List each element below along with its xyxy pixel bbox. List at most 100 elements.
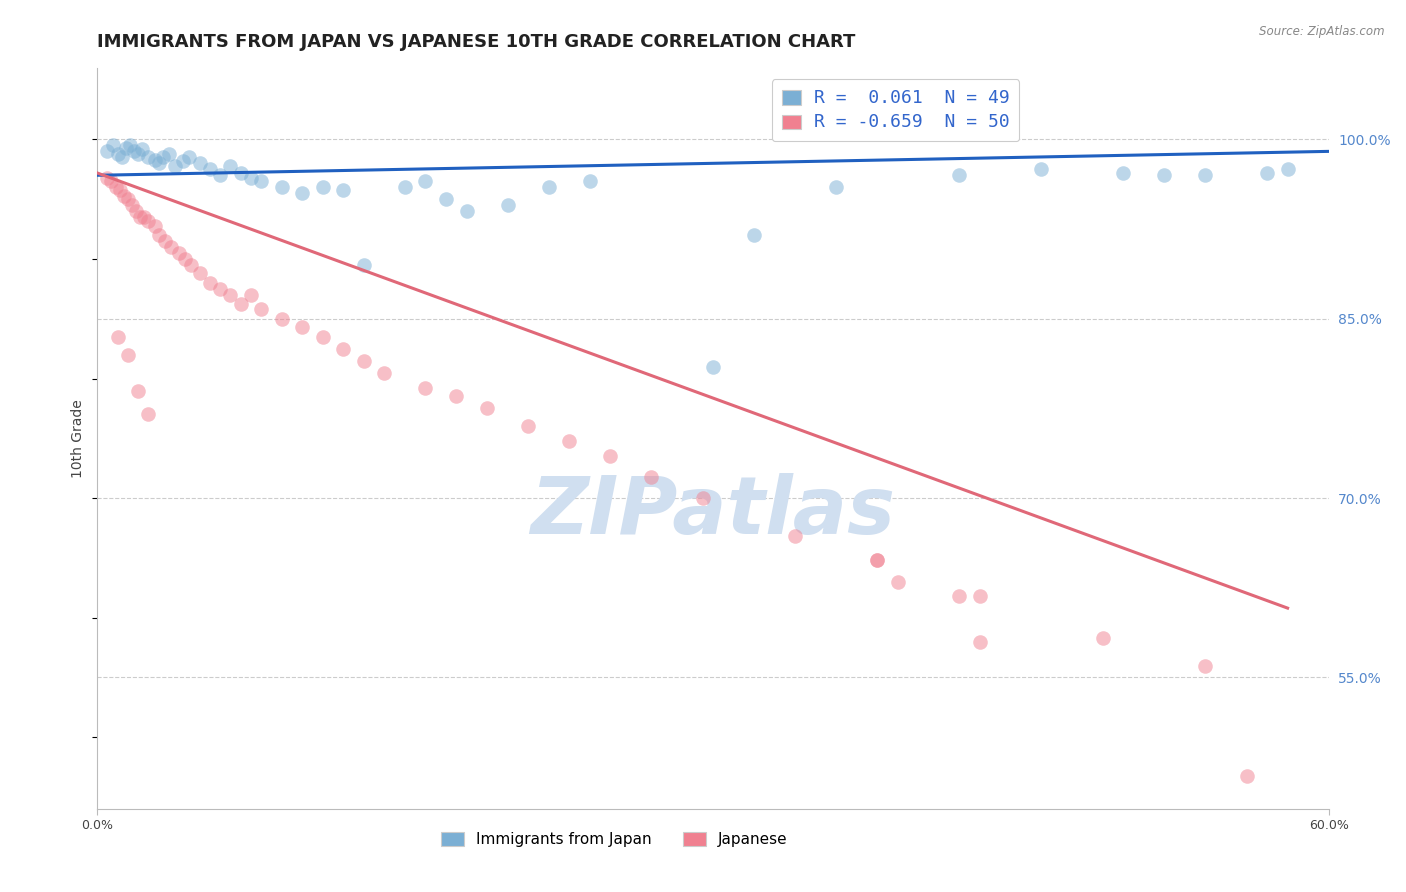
Point	[291, 186, 314, 201]
Point	[332, 342, 354, 356]
Point	[1277, 162, 1299, 177]
Point	[599, 450, 621, 464]
Point	[1031, 162, 1053, 177]
Point	[353, 353, 375, 368]
Point	[198, 276, 221, 290]
Point	[312, 180, 335, 194]
Point	[229, 166, 252, 180]
Point	[117, 348, 139, 362]
Text: Source: ZipAtlas.com: Source: ZipAtlas.com	[1260, 25, 1385, 38]
Point	[291, 320, 314, 334]
Point	[1194, 169, 1216, 183]
Point	[100, 174, 122, 188]
Point	[111, 150, 134, 164]
Point	[138, 213, 160, 227]
Text: IMMIGRANTS FROM JAPAN VS JAPANESE 10TH GRADE CORRELATION CHART: IMMIGRANTS FROM JAPAN VS JAPANESE 10TH G…	[97, 33, 855, 51]
Y-axis label: 10th Grade: 10th Grade	[72, 399, 86, 478]
Point	[969, 634, 991, 648]
Point	[640, 469, 662, 483]
Point	[138, 408, 160, 422]
Point	[96, 170, 118, 185]
Text: ZIPatlas: ZIPatlas	[530, 474, 896, 551]
Point	[1194, 658, 1216, 673]
Point	[209, 282, 232, 296]
Point	[127, 146, 149, 161]
Point	[270, 180, 292, 194]
Point	[517, 419, 540, 434]
Point	[122, 145, 145, 159]
Point	[165, 159, 187, 173]
Point	[219, 288, 242, 302]
Point	[104, 180, 127, 194]
Point	[578, 174, 600, 188]
Point	[537, 180, 560, 194]
Point	[96, 145, 118, 159]
Point	[148, 228, 170, 243]
Point	[948, 169, 970, 183]
Point	[114, 141, 136, 155]
Point	[129, 210, 152, 224]
Point	[148, 156, 170, 170]
Point	[332, 183, 354, 197]
Point	[692, 491, 714, 505]
Point	[415, 174, 437, 188]
Point	[250, 302, 273, 317]
Point	[198, 162, 221, 177]
Point	[229, 297, 252, 311]
Point	[160, 240, 183, 254]
Point	[250, 174, 273, 188]
Point	[118, 138, 141, 153]
Point	[240, 170, 263, 185]
Point	[143, 219, 166, 233]
Point	[496, 198, 519, 212]
Point	[172, 153, 194, 168]
Point	[153, 234, 176, 248]
Point	[188, 156, 211, 170]
Point	[240, 288, 263, 302]
Point	[1091, 631, 1114, 645]
Point	[107, 146, 129, 161]
Point	[969, 589, 991, 603]
Point	[167, 246, 190, 260]
Point	[373, 366, 395, 380]
Point	[270, 311, 292, 326]
Point	[702, 359, 724, 374]
Point	[415, 381, 437, 395]
Point	[312, 329, 335, 343]
Point	[742, 228, 765, 243]
Point	[121, 198, 143, 212]
Point	[103, 138, 125, 153]
Point	[180, 258, 202, 272]
Point	[456, 204, 478, 219]
Point	[394, 180, 416, 194]
Point	[138, 150, 160, 164]
Point	[475, 401, 498, 416]
Point	[825, 180, 848, 194]
Point	[886, 574, 908, 589]
Point	[108, 183, 131, 197]
Point	[117, 192, 139, 206]
Point	[125, 204, 148, 219]
Point	[157, 146, 180, 161]
Point	[219, 159, 242, 173]
Point	[558, 434, 581, 448]
Point	[174, 252, 197, 266]
Point	[127, 384, 149, 398]
Point	[1112, 166, 1135, 180]
Point	[353, 258, 375, 272]
Point	[112, 188, 135, 202]
Point	[783, 529, 806, 543]
Point	[446, 389, 468, 403]
Point	[1256, 166, 1278, 180]
Point	[1153, 169, 1175, 183]
Point	[107, 329, 129, 343]
Point	[143, 153, 166, 167]
Point	[179, 150, 201, 164]
Point	[1236, 768, 1258, 782]
Point	[209, 169, 232, 183]
Point	[131, 142, 153, 156]
Point	[866, 553, 889, 567]
Point	[434, 192, 457, 206]
Point	[866, 553, 889, 567]
Point	[134, 210, 156, 224]
